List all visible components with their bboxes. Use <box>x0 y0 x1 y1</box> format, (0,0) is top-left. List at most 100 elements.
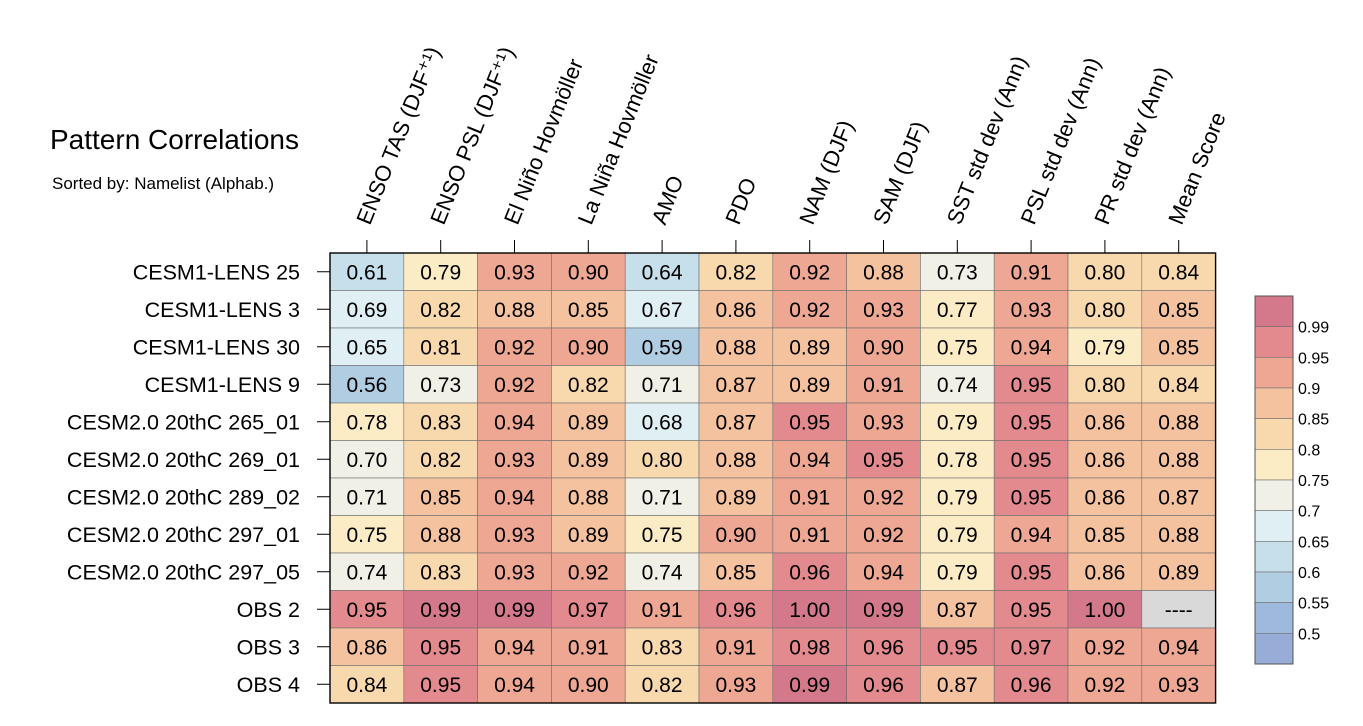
heatmap-cell <box>920 552 995 591</box>
cell-value-label: 0.78 <box>937 449 978 472</box>
colorbar-swatch <box>1254 541 1294 573</box>
cell-value-label: 0.95 <box>1011 374 1052 397</box>
cell-value-label: 0.96 <box>715 599 756 622</box>
heatmap-cell <box>1141 590 1216 629</box>
cell-value-label: 0.85 <box>715 561 756 584</box>
heatmap-frame <box>329 252 1217 704</box>
heatmap-cell <box>1067 552 1143 591</box>
heatmap-cell <box>1141 477 1216 516</box>
cell-value-label: 0.82 <box>568 374 609 397</box>
colorbar-label: 0.55 <box>1298 596 1329 613</box>
heatmap-cell <box>624 290 700 329</box>
column-label: ENSO PSL (DJF⁺¹) <box>425 43 519 228</box>
colorbar-swatch <box>1254 449 1294 481</box>
heatmap-cell <box>329 515 405 554</box>
colorbar-swatch <box>1254 479 1294 511</box>
cell-value-label: 0.89 <box>715 486 756 509</box>
cell-value-label: 0.64 <box>642 261 683 284</box>
heatmap-cell <box>993 665 1069 704</box>
cell-value-label: 0.88 <box>420 524 461 547</box>
cell-value-label: 0.90 <box>568 674 609 697</box>
cell-value-label: 0.80 <box>1084 374 1125 397</box>
cell-value-label: 0.88 <box>1158 449 1199 472</box>
cell-value-label: 0.79 <box>937 524 978 547</box>
cell-value-label: 0.93 <box>494 524 535 547</box>
cell-value-label: 0.82 <box>420 299 461 322</box>
cell-value-label: 0.92 <box>494 336 535 359</box>
cell-value-label: 0.95 <box>1011 599 1052 622</box>
cell-value-label: 0.77 <box>937 299 978 322</box>
cell-value-label: 0.87 <box>715 411 756 434</box>
heatmap-cell <box>993 290 1069 329</box>
heatmap-cell <box>846 290 921 329</box>
heatmap-cell <box>772 252 847 291</box>
heatmap-cell <box>329 590 405 629</box>
cell-value-label: 0.80 <box>1084 299 1125 322</box>
row-label: CESM1-LENS 30 <box>133 335 300 359</box>
cell-value-label: 0.88 <box>1158 411 1199 434</box>
cell-value-label: 0.93 <box>863 411 904 434</box>
cell-value-label: 0.89 <box>568 524 609 547</box>
colorbar-frame <box>1254 295 1294 665</box>
cell-value-label: 0.99 <box>863 599 904 622</box>
heatmap-cell <box>1067 290 1143 329</box>
heatmap-cell <box>624 590 700 629</box>
cell-value-label: 0.74 <box>642 561 683 584</box>
cell-value-label: 0.87 <box>715 374 756 397</box>
heatmap-cell <box>477 290 552 329</box>
cell-value-label: 0.83 <box>420 411 461 434</box>
cell-value-label: ---- <box>1165 599 1193 622</box>
heatmap-cell <box>329 365 405 404</box>
heatmap-cell <box>403 515 478 554</box>
cell-value-label: 0.85 <box>1158 299 1199 322</box>
heatmap-cell <box>1141 627 1216 666</box>
cell-value-label: 0.75 <box>937 336 978 359</box>
heatmap-cell <box>993 552 1069 591</box>
cell-value-label: 0.82 <box>420 449 461 472</box>
cell-value-label: 0.79 <box>937 411 978 434</box>
heatmap-cell <box>624 552 700 591</box>
column-label: PR std dev (Ann) <box>1089 63 1175 228</box>
heatmap-cell <box>993 440 1069 479</box>
chart-title: Pattern Correlations <box>50 124 300 155</box>
colorbar-swatch <box>1254 387 1294 419</box>
cell-value-label: 0.70 <box>346 449 387 472</box>
cell-value-label: 0.78 <box>346 411 387 434</box>
heatmap-cell <box>1141 552 1216 591</box>
cell-value-label: 0.95 <box>1011 411 1052 434</box>
column-label: NAM (DJF) <box>794 117 858 228</box>
heatmap-cell <box>846 327 921 366</box>
cell-value-label: 0.88 <box>568 486 609 509</box>
cell-value-label: 0.79 <box>1084 336 1125 359</box>
heatmap-cell <box>1067 365 1143 404</box>
cell-value-label: 0.98 <box>789 636 830 659</box>
heatmap-cell <box>920 402 995 441</box>
cell-value-label: 0.59 <box>642 336 683 359</box>
cell-value-label: 0.73 <box>420 374 461 397</box>
column-label: PDO <box>720 174 761 228</box>
cell-value-label: 0.92 <box>1084 674 1125 697</box>
heatmap-cell <box>920 327 995 366</box>
cell-value-label: 0.99 <box>494 599 535 622</box>
heatmap-cell <box>403 477 478 516</box>
cell-value-label: 0.94 <box>863 561 904 584</box>
colorbar-swatch <box>1254 357 1294 389</box>
row-label: CESM1-LENS 9 <box>145 373 300 397</box>
heatmap-cell <box>477 402 552 441</box>
heatmap-cell <box>551 665 626 704</box>
cell-value-label: 0.85 <box>1084 524 1125 547</box>
cell-value-label: 0.95 <box>789 411 830 434</box>
cell-value-label: 0.61 <box>346 261 387 284</box>
heatmap-cell <box>403 552 478 591</box>
heatmap-cell <box>846 590 921 629</box>
colorbar-swatch <box>1254 326 1294 358</box>
cell-value-label: 0.56 <box>346 374 387 397</box>
heatmap-cell <box>698 590 774 629</box>
heatmap-cell <box>329 252 405 291</box>
colorbar-label: 0.6 <box>1298 565 1320 582</box>
colorbar-swatch <box>1254 418 1294 450</box>
heatmap-cell <box>920 590 995 629</box>
cell-value-label: 0.92 <box>494 374 535 397</box>
cell-value-label: 0.74 <box>937 374 978 397</box>
heatmap-cell <box>1067 252 1143 291</box>
